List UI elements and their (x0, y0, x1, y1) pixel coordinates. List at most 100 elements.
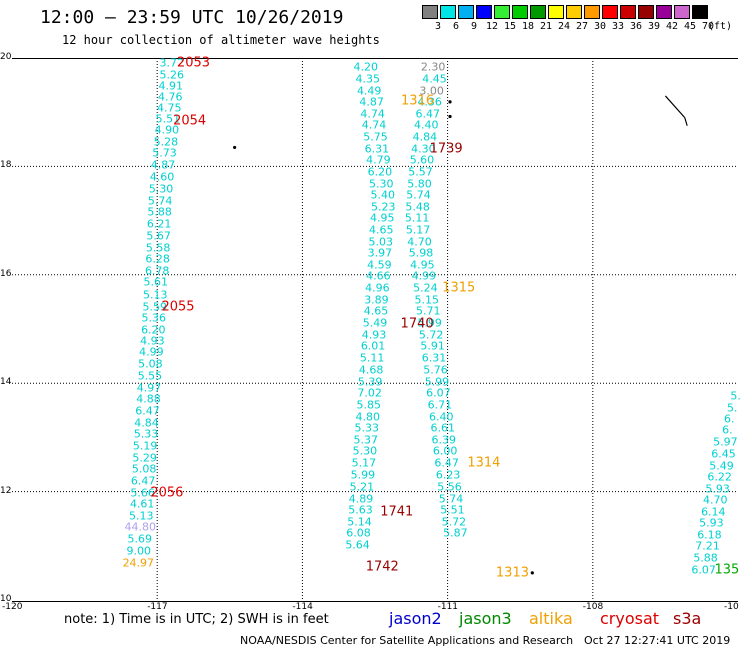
colorbar-label: 24 (557, 21, 571, 32)
colorbar-swatch (620, 5, 636, 19)
wave-height-value: 4.65 (363, 304, 389, 318)
wave-height-value: 5.74 (147, 194, 173, 208)
pass-number-label: 1739 (429, 141, 463, 156)
colorbar-label: 9 (470, 21, 478, 32)
wave-height-value: 4.95 (370, 211, 395, 225)
pass-number-label: 2053 (176, 55, 211, 71)
wave-height-value: 4.75 (157, 101, 182, 115)
wave-height-value: 5.30 (352, 444, 378, 458)
colorbar-label: 30 (593, 21, 607, 32)
wave-height-value: 5.14 (347, 515, 372, 529)
wave-height-value: 3.00 (419, 84, 444, 98)
wave-height-value: 4.91 (158, 79, 184, 93)
colorbar-swatch (656, 5, 672, 19)
wave-height-value: 5.74 (406, 188, 431, 202)
wave-height-value: 5.36 (141, 311, 167, 325)
wave-height-value: 4.60 (149, 170, 175, 184)
wave-height-value: 5.11 (359, 351, 385, 365)
colorbar-label: 42 (665, 21, 679, 32)
colorbar-swatch (692, 5, 708, 19)
wave-height-value: 5.13 (128, 509, 154, 523)
wave-height-value: 6.31 (364, 142, 390, 156)
colorbar-swatch (566, 5, 582, 19)
wave-height-value: 3.72 (159, 56, 184, 70)
colorbar-unit: (ft) (708, 21, 733, 32)
colorbar-swatch (494, 5, 510, 19)
wave-height-value: 5.51 (155, 112, 181, 126)
pass-number-label: 1742 (365, 559, 399, 575)
pass-number-label: 1740 (400, 316, 434, 332)
wave-height-value: 24.97 (122, 556, 155, 570)
pass-number-label: 2056 (150, 485, 184, 501)
wave-height-value: 7.02 (357, 386, 382, 400)
wave-height-value: 5.21 (349, 480, 375, 494)
lat-tick-label: 14 (0, 377, 12, 388)
colorbar-label: 12 (485, 21, 499, 32)
wave-height-value: 6.20 (141, 323, 166, 337)
wave-height-value: 4.59 (367, 258, 392, 272)
colorbar-label: 6 (452, 21, 460, 32)
wave-height-value: 5.55 (137, 369, 163, 383)
wave-height-value: 5.74 (438, 492, 464, 506)
colorbar-swatch (422, 5, 438, 19)
wave-height-value: 6.18 (697, 528, 722, 542)
wave-height-value: 4.95 (410, 258, 435, 272)
wave-height-value: 4.79 (366, 153, 391, 167)
legend-sat-s3a: s3a (673, 609, 702, 628)
wave-height-value: 4.87 (150, 158, 176, 172)
lat-tick-label: 10 (0, 594, 12, 604)
wave-height-value: 5.98 (408, 246, 434, 260)
wave-height-value: 6.07 (691, 563, 716, 577)
units-note: note: 1) Time is in UTC; 2) SWH is in fe… (64, 612, 329, 627)
wave-height-value: 7.21 (695, 539, 720, 553)
colorbar-swatch (548, 5, 564, 19)
lon-tick-label: -10 (724, 602, 739, 612)
wave-height-value: 5.72 (441, 515, 467, 529)
wave-height-value: 44.80 (124, 520, 157, 534)
wave-height-value: 5.08 (131, 462, 157, 476)
lat-tick-label: 18 (0, 160, 12, 171)
lat-tick-label: 12 (0, 485, 12, 496)
wave-height-value: 6.08 (346, 526, 371, 540)
pass-number-label: 1741 (380, 504, 414, 520)
wave-height-value: 5.72 (418, 328, 444, 342)
wave-height-value: 5.57 (408, 165, 433, 179)
wave-height-value: 5.30 (148, 182, 174, 196)
wave-height-value: 5.97 (713, 435, 738, 449)
wave-height-value: 6.45 (711, 447, 736, 461)
wave-height-value: 4.84 (134, 416, 159, 430)
colorbar-label: 27 (575, 21, 589, 32)
wave-height-value: 5.17 (405, 223, 431, 237)
lon-tick-label: -114 (292, 602, 313, 612)
wave-height-value: 4.80 (355, 410, 380, 424)
wave-height-value: 5.80 (407, 177, 432, 191)
colorbar-swatch (440, 5, 456, 19)
pass-number-label: 2055 (161, 299, 195, 315)
wave-height-value: 5.59 (142, 300, 168, 314)
wave-height-value: 5.49 (362, 316, 388, 330)
legend-sat-jason3: jason3 (459, 609, 512, 628)
pass-number-label: 2054 (173, 113, 207, 129)
wave-height-value: 5.26 (159, 68, 184, 82)
wave-height-value: 4.20 (353, 60, 379, 74)
map-frame (12, 58, 738, 602)
wave-height-value: 4.96 (365, 281, 390, 295)
wave-height-value: 5.99 (417, 316, 442, 330)
wave-height-value: 5.37 (353, 433, 379, 447)
wave-height-value: 9.00 (126, 544, 152, 558)
wave-height-value: 5.99 (424, 375, 450, 389)
wave-height-value: 4.68 (358, 363, 384, 377)
wave-height-value: 5.73 (152, 146, 177, 160)
wave-height-value: 6.22 (707, 470, 732, 484)
lat-tick-label: 20 (0, 52, 12, 62)
wave-height-value: 3.89 (364, 293, 389, 307)
wave-height-value: 4.40 (414, 118, 439, 132)
wave-height-value: 5.66 (130, 486, 155, 500)
pass-number-label: 135 (714, 562, 740, 578)
wave-height-value: 5.40 (370, 188, 395, 202)
footer-timestamp: Oct 27 12:27:41 UTC 2019 (584, 634, 731, 647)
colorbar-swatch (638, 5, 654, 19)
wave-height-value: 5.64 (345, 538, 370, 552)
pass-number-label: 1314 (467, 455, 501, 471)
wave-height-value: 5.23 (370, 200, 396, 214)
